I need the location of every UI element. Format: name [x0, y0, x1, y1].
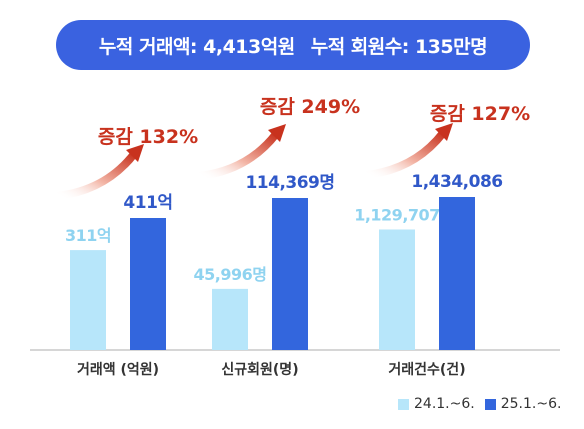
increase-arrow	[196, 130, 280, 180]
increase-arrow	[54, 150, 138, 200]
legend-item-curr: 25.1.~6.	[484, 396, 562, 412]
bar-curr	[439, 197, 475, 350]
bar-prev	[70, 250, 106, 350]
bar-curr	[272, 198, 308, 350]
data-label-prev: 1,129,707	[354, 205, 440, 224]
bar-prev	[379, 229, 415, 350]
category-label: 신규회원(명)	[221, 361, 298, 378]
cumulative-members-text: 누적 회원수: 135만명	[310, 35, 488, 58]
legend-label-curr: 25.1.~6.	[500, 396, 562, 412]
data-label-curr: 114,369명	[245, 173, 334, 193]
increase-annotation: 증감 132%	[98, 126, 198, 148]
data-label-curr: 1,434,086	[411, 172, 502, 192]
data-label-curr: 411억	[123, 193, 172, 213]
bar-curr	[130, 218, 166, 350]
summary-banner: 누적 거래액: 4,413억원 누적 회원수: 135만명	[56, 20, 530, 70]
arrow-head	[435, 123, 453, 141]
arrow-head	[268, 124, 286, 142]
legend-swatch-prev	[398, 398, 409, 410]
data-label-prev: 45,996명	[194, 265, 267, 284]
increase-annotation: 증감 127%	[430, 103, 530, 125]
chart-legend: 24.1.~6. 25.1.~6.	[398, 396, 561, 412]
legend-label-prev: 24.1.~6.	[414, 396, 475, 412]
legend-swatch-curr	[484, 398, 496, 410]
bar-prev	[212, 288, 248, 350]
cumulative-volume-text: 누적 거래액: 4,413억원	[98, 35, 295, 58]
category-label: 거래건수(건)	[388, 361, 465, 378]
increase-annotation: 증감 249%	[260, 96, 360, 118]
increase-arrow	[363, 129, 447, 179]
category-label: 거래액 (억원)	[77, 361, 159, 378]
data-label-prev: 311억	[65, 226, 111, 245]
legend-item-prev: 24.1.~6.	[398, 396, 475, 412]
arrow-head	[126, 144, 144, 162]
